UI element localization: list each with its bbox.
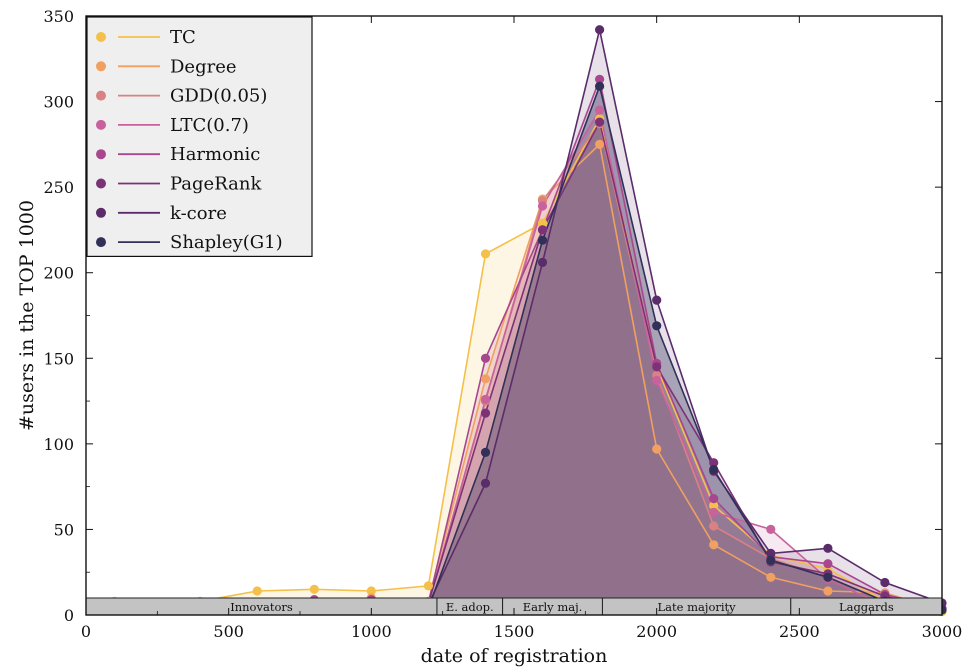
data-point-1-7	[480, 374, 491, 384]
data-point-3-8	[537, 201, 548, 211]
data-point-7-11	[709, 464, 719, 475]
legend-label-5: PageRank	[170, 174, 262, 195]
y-tick-label-2: 100	[43, 435, 74, 454]
legend-label-4: Harmonic	[170, 144, 260, 165]
x-tick-label-6: 3000	[922, 622, 963, 641]
y-tick-label-1: 50	[54, 520, 74, 539]
data-point-4-7	[480, 353, 491, 363]
data-point-2-11	[709, 521, 719, 531]
legend-marker-1	[96, 61, 106, 72]
data-point-1-9	[595, 139, 605, 149]
x-tick-label-1: 500	[213, 622, 244, 641]
y-tick-label-0: 0	[64, 606, 74, 625]
y-tick-label-4: 200	[43, 264, 74, 283]
data-point-7-13	[823, 572, 833, 582]
legend-label-7: Shapley(G1)	[170, 232, 283, 253]
x-tick-label-4: 2000	[636, 622, 677, 641]
legend-marker-3	[96, 119, 106, 130]
data-point-6-12	[766, 548, 776, 559]
legend-marker-4	[96, 149, 106, 160]
data-point-5-9	[595, 117, 605, 127]
data-point-1-12	[766, 572, 776, 582]
data-point-4-13	[823, 559, 833, 569]
data-point-7-8	[537, 235, 548, 245]
legend-label-0: TC	[170, 27, 196, 48]
series-area-0	[114, 118, 942, 615]
x-tick-label-0: 0	[81, 622, 91, 641]
data-point-6-9	[595, 25, 605, 35]
adoption-band-label-0: Innovators	[230, 600, 293, 614]
axis-ticks: 0 500 1000 1500 2000 2500 3000 0 50 100 150 200 250 3…	[43, 7, 962, 641]
data-point-6-7	[480, 478, 491, 488]
series-areas	[114, 29, 942, 616]
data-point-5-8	[537, 225, 548, 235]
data-point-1-10	[652, 444, 662, 454]
y-axis-label: #users in the TOP 1000	[16, 200, 38, 431]
legend-label-6: k-core	[170, 203, 227, 224]
data-point-7-9	[595, 81, 605, 91]
data-point-0-6	[423, 581, 433, 591]
data-point-0-5	[366, 586, 376, 596]
series-area-6	[114, 29, 942, 615]
data-point-3-7	[480, 394, 491, 404]
x-tick-label-2: 1000	[351, 622, 392, 641]
legend-label-3: LTC(0.7)	[170, 115, 249, 136]
series-area-1	[114, 144, 942, 615]
data-point-4-9	[595, 74, 605, 84]
data-point-3-10	[652, 375, 662, 386]
series-area-3	[114, 110, 942, 615]
data-point-6-8	[537, 257, 548, 267]
data-point-5-11	[709, 458, 719, 468]
y-tick-label-6: 300	[43, 93, 74, 112]
data-point-3-9	[595, 105, 605, 115]
series-area-4	[114, 79, 942, 616]
data-point-5-7	[480, 408, 491, 418]
y-tick-label-3: 150	[43, 349, 74, 368]
series-area-7	[114, 86, 942, 615]
data-point-5-10	[652, 362, 662, 372]
x-tick-label-3: 1500	[494, 622, 535, 641]
legend-marker-5	[96, 178, 106, 189]
x-tick-label-5: 2500	[779, 622, 820, 641]
data-point-0-7	[480, 249, 491, 259]
data-point-3-12	[766, 524, 776, 535]
legend-marker-7	[96, 237, 106, 248]
legend-label-2: GDD(0.05)	[170, 86, 267, 107]
adoption-bands: Innovators E. adop. Early maj. Late majorit…	[85, 597, 943, 616]
legend-marker-0	[96, 32, 106, 42]
data-point-7-7	[480, 447, 491, 457]
adoption-band-label-1: E. adop.	[446, 600, 494, 614]
y-tick-label-5: 250	[43, 178, 74, 197]
data-point-0-8	[537, 218, 548, 228]
y-tick-label-7: 350	[43, 7, 74, 26]
data-point-3-11	[709, 507, 719, 517]
adoption-band-label-3: Late majority	[658, 600, 737, 614]
data-point-7-10	[652, 321, 662, 331]
data-point-4-11	[709, 494, 719, 504]
data-point-6-10	[652, 295, 662, 305]
series-area-2	[114, 123, 942, 616]
legend-label-1: Degree	[170, 56, 237, 77]
data-point-0-3	[252, 586, 262, 596]
data-point-1-11	[709, 540, 719, 550]
legend-box	[86, 16, 313, 257]
adoption-band-label-2: Early maj.	[523, 600, 583, 614]
data-point-6-13	[823, 543, 833, 553]
data-point-0-4	[309, 584, 319, 594]
legend: TC Degree GDD(0.05) LTC(0.7) Harmonic PageRan…	[86, 16, 313, 257]
data-point-6-14	[880, 577, 890, 588]
series-area-5	[114, 122, 942, 615]
data-point-0-11	[709, 500, 719, 511]
legend-marker-2	[96, 90, 106, 101]
legend-marker-6	[96, 207, 106, 218]
data-point-7-12	[766, 555, 776, 565]
data-point-1-13	[823, 586, 833, 596]
adoption-band-label-4: Laggards	[839, 600, 894, 614]
series-line-0	[114, 116, 943, 613]
x-axis-label: date of registration	[421, 645, 608, 667]
